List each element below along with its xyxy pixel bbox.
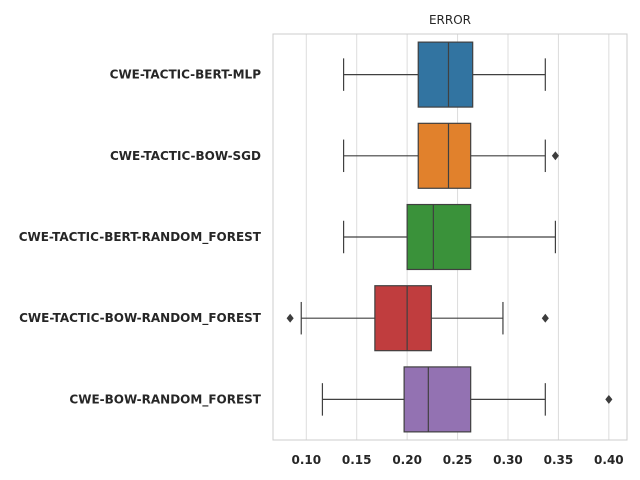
chart-title: ERROR (429, 13, 471, 27)
box-group (342, 41, 546, 108)
x-tick-label: 0.15 (342, 453, 372, 467)
x-tick-label: 0.35 (544, 453, 574, 467)
x-tick-label: 0.10 (291, 453, 321, 467)
box-group (321, 366, 613, 433)
box-iqr (406, 203, 472, 271)
x-tick-labels: 0.10 0.15 0.20 0.25 0.30 0.35 0.40 (291, 453, 623, 467)
category-labels: CWE-TACTIC-BERT-MLP CWE-TACTIC-BOW-SGD CWE… (19, 68, 262, 408)
category-label: CWE-TACTIC-BERT-MLP (110, 68, 262, 82)
category-label: CWE-TACTIC-BOW-RANDOM_FOREST (19, 311, 262, 326)
category-label: CWE-TACTIC-BERT-RANDOM_FOREST (19, 230, 262, 245)
box-group (342, 122, 559, 189)
boxes (286, 41, 613, 433)
plot-frame (272, 33, 628, 441)
outlier-point (286, 313, 294, 323)
category-label: CWE-TACTIC-BOW-SGD (110, 149, 261, 163)
box-iqr (417, 41, 474, 108)
outlier-point (541, 313, 549, 323)
x-tick-label: 0.40 (594, 453, 624, 467)
box-iqr (374, 285, 432, 352)
category-label: CWE-BOW-RANDOM_FOREST (69, 392, 261, 407)
box-group (342, 203, 556, 271)
box-iqr (417, 122, 472, 189)
outlier-point (551, 151, 559, 161)
x-tick-label: 0.20 (392, 453, 422, 467)
outlier-point (605, 394, 613, 404)
box-group (286, 285, 549, 352)
x-tick-label: 0.30 (493, 453, 523, 467)
box-iqr (403, 366, 472, 433)
x-tick-label: 0.25 (443, 453, 473, 467)
